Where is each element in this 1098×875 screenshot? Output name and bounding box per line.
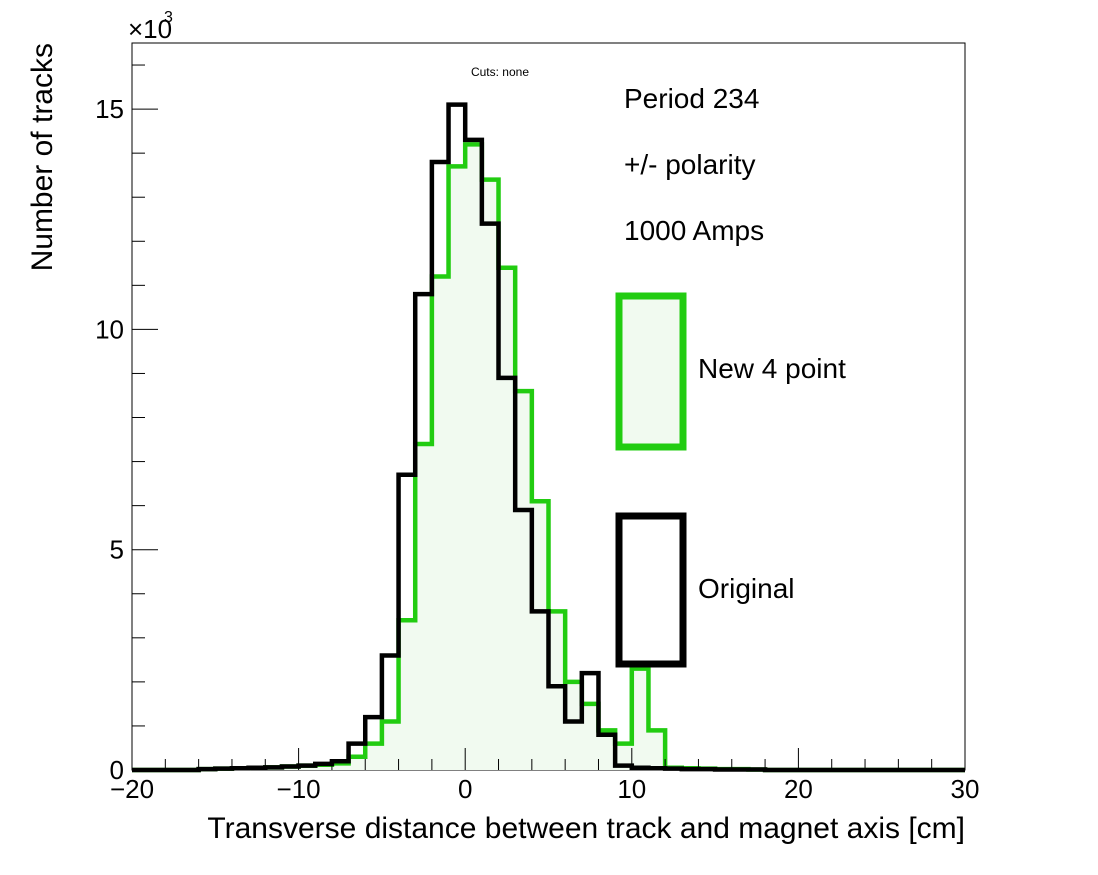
x-axis-title: Transverse distance between track and ma… [207, 812, 965, 845]
legend: New 4 point Original [615, 292, 846, 668]
annotation-period: Period 234 [624, 83, 759, 114]
legend-label-original: Original [698, 573, 794, 604]
chart-title: Cuts: none [471, 65, 529, 79]
y-axis-title: Number of tracks [26, 43, 59, 271]
y-multiplier-label: ×10 [128, 14, 172, 44]
annotation-polarity: +/- polarity [624, 149, 756, 180]
y-tick-label: 0 [110, 755, 124, 785]
x-tick-label: −20 [110, 774, 154, 804]
series-line-original [132, 102, 965, 773]
x-tick-label: 30 [951, 774, 980, 804]
x-tick-label: 0 [458, 774, 472, 804]
legend-swatch-new-4-point [615, 292, 687, 451]
x-tick-label: −10 [277, 774, 321, 804]
x-tick-label: 20 [784, 774, 813, 804]
y-multiplier-exponent: 3 [164, 9, 173, 26]
y-tick-label: 10 [95, 314, 124, 344]
annotation-current: 1000 Amps [624, 215, 764, 246]
tick-layer: −20 −10 0 10 20 30 0 5 10 15 [95, 64, 980, 804]
legend-label-new-4-point: New 4 point [698, 353, 846, 384]
legend-swatch-original [615, 512, 687, 668]
x-tick-label: 10 [617, 774, 646, 804]
y-tick-label: 15 [95, 94, 124, 124]
y-tick-label: 5 [110, 535, 124, 565]
series-line-layer [132, 102, 965, 773]
